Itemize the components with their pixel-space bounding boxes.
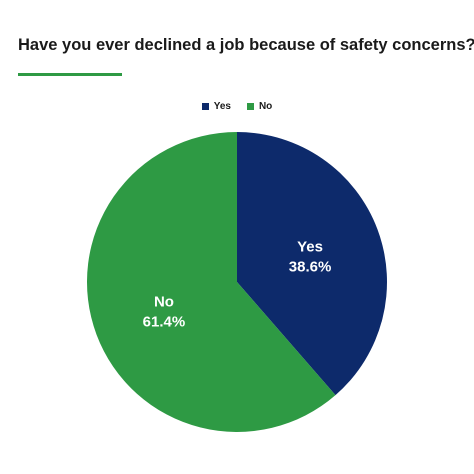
legend-swatch-yes [201, 103, 209, 110]
slice-value-yes: 38.6% [289, 259, 332, 276]
legend-label-yes: Yes [213, 101, 231, 112]
title-underline [18, 73, 122, 76]
slice-label-yes: Yes [297, 239, 323, 256]
chart-title: Have you ever declined a job because of … [18, 36, 474, 54]
legend-item-no: No [246, 101, 273, 112]
legend-swatch-no [246, 103, 254, 110]
slice-label-no: No [154, 293, 174, 310]
pie-slice-yes [237, 132, 388, 396]
legend-label-no: No [258, 101, 273, 112]
pie-slice-no [87, 132, 336, 432]
chart-legend: Yes No [0, 101, 474, 112]
legend-item-yes: Yes [201, 101, 231, 112]
slice-value-no: 61.4% [143, 313, 186, 330]
